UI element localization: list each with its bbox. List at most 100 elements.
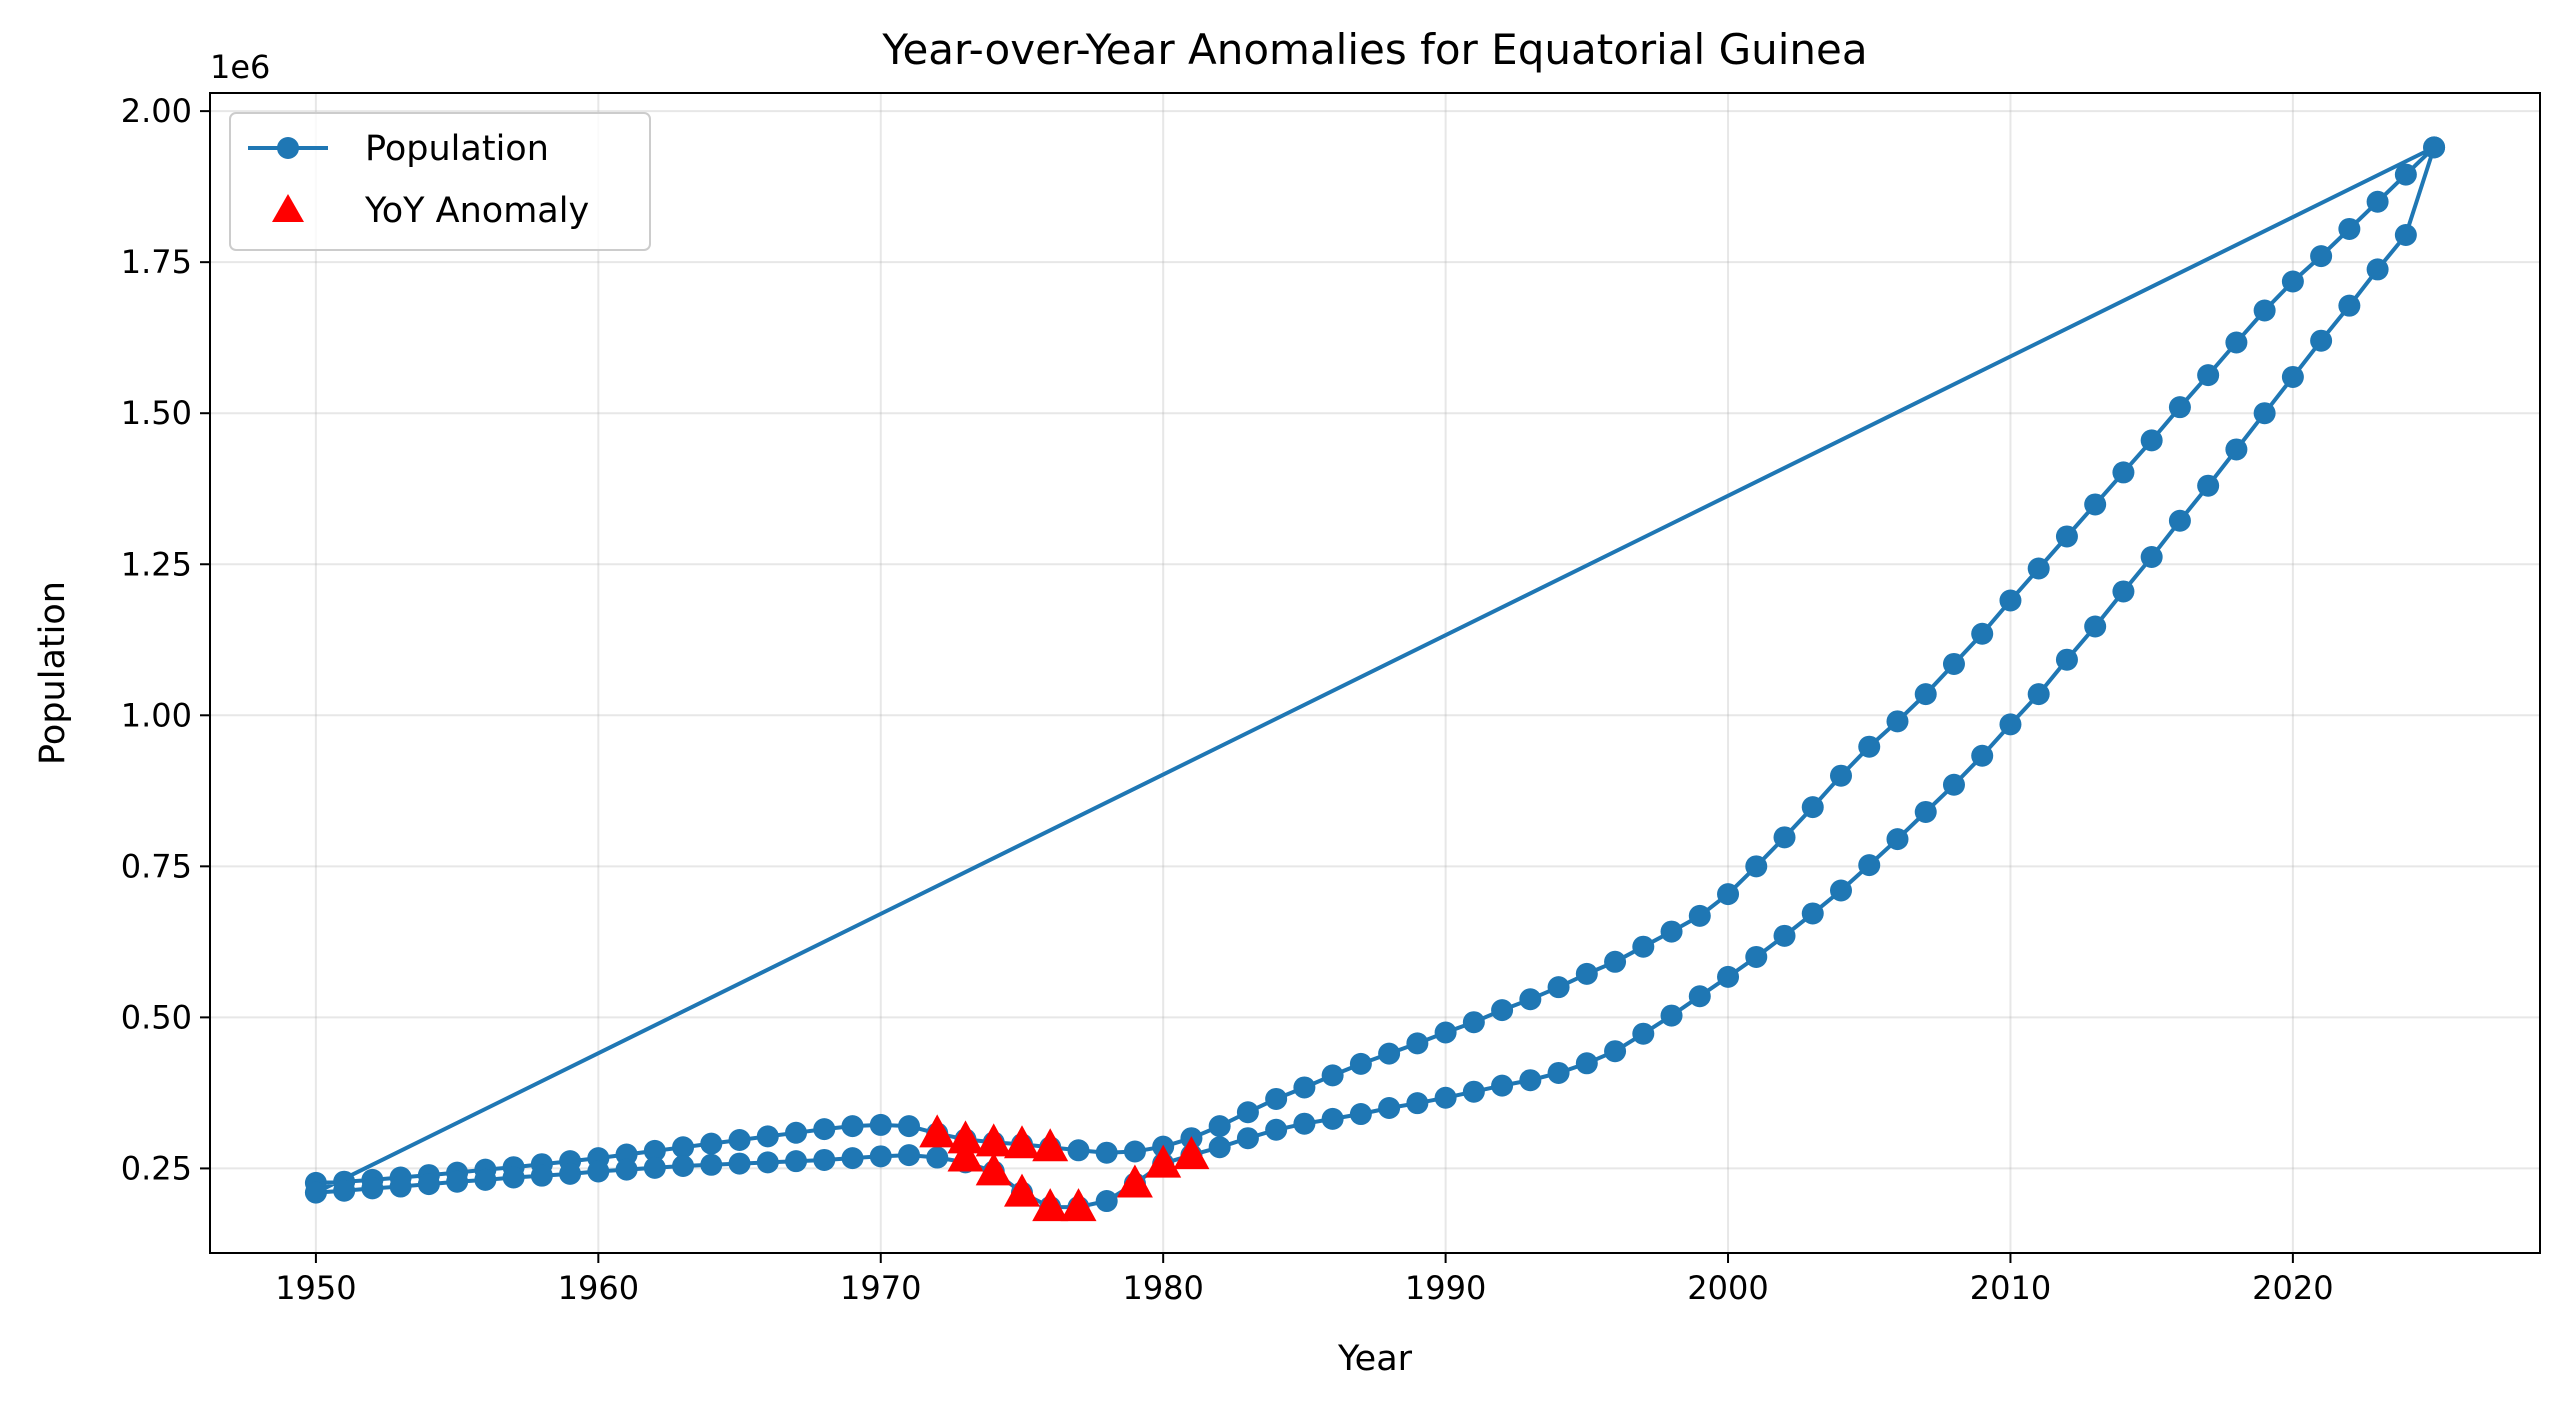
population-point [1660, 1004, 1683, 1027]
population-point [1886, 710, 1909, 733]
population-point [417, 1173, 440, 1196]
population-point [559, 1162, 582, 1185]
population-point [869, 1113, 892, 1136]
population-point [2394, 223, 2417, 246]
population-point [2225, 331, 2248, 354]
population-point [615, 1143, 638, 1166]
population-point [1462, 1011, 1485, 1034]
population-point [1434, 1021, 1457, 1044]
y-tick-label: 1.75 [121, 243, 192, 281]
anomaly-marker [1032, 1128, 1069, 1162]
y-tick-label: 0.50 [121, 998, 192, 1036]
population-point [1378, 1097, 1401, 1119]
population-point [2027, 683, 2050, 706]
population-point [1123, 1140, 1146, 1163]
population-point [2423, 136, 2446, 159]
population-point [1745, 945, 1768, 968]
population-point [530, 1164, 553, 1187]
population-point [2253, 299, 2276, 322]
population-point [1321, 1107, 1344, 1130]
population-point [1293, 1076, 1316, 1099]
population-point [2197, 364, 2220, 387]
population-point [2338, 217, 2361, 240]
population-point [1519, 1069, 1542, 1092]
y-axis-title: Population [33, 581, 73, 765]
population-point [841, 1147, 864, 1170]
population-point [2338, 294, 2361, 317]
anomaly-marker [1004, 1173, 1040, 1207]
y-tick-label: 1.50 [121, 394, 192, 432]
anomaly-marker [975, 1152, 1012, 1186]
population-point [2055, 525, 2078, 548]
population-point [643, 1139, 666, 1162]
population-point [1067, 1139, 1090, 1162]
population-point [389, 1175, 412, 1198]
population-point [1999, 589, 2022, 612]
y-tick-label: 0.75 [121, 847, 192, 885]
population-point [1604, 1040, 1627, 1063]
legend-population-label: Population [365, 129, 549, 169]
population-point [1349, 1103, 1372, 1126]
population-point [1095, 1190, 1118, 1213]
population-point [2112, 580, 2135, 603]
population-point [1293, 1112, 1316, 1135]
population-point [1265, 1118, 1288, 1141]
population-point [2055, 648, 2078, 671]
population-point [1208, 1136, 1231, 1159]
population-point [1604, 950, 1627, 973]
x-tick-label: 1970 [840, 1269, 921, 1307]
population-point [1434, 1086, 1457, 1109]
population-point [2366, 258, 2389, 281]
x-tick-label: 1990 [1405, 1269, 1486, 1307]
legend-anomaly-label: YoY Anomaly [364, 191, 589, 231]
population-point [1745, 855, 1768, 878]
y-tick-label: 1.00 [121, 696, 192, 734]
population-point [2084, 493, 2107, 516]
population-point [756, 1151, 779, 1174]
population-point [1971, 744, 1994, 767]
population-point [1999, 713, 2022, 736]
population-point [1717, 883, 1740, 906]
population-point [2281, 365, 2304, 388]
y-tick-label: 2.00 [121, 92, 192, 130]
anomaly-marker [1004, 1125, 1040, 1159]
y-tick-label: 1.25 [121, 545, 192, 583]
chart-title: Year-over-Year Anomalies for Equatorial … [881, 25, 1867, 74]
legend-population-marker [277, 137, 299, 159]
population-point [1575, 1052, 1598, 1075]
x-tick-label: 1950 [275, 1269, 356, 1307]
population-point [1801, 902, 1824, 925]
population-point [2112, 461, 2135, 484]
population-point [304, 1181, 327, 1204]
population-point [1914, 683, 1937, 706]
population-point [1688, 904, 1711, 927]
population-point [898, 1144, 920, 1167]
population-point [1406, 1032, 1429, 1055]
population-point [926, 1146, 949, 1169]
population-point [841, 1115, 864, 1138]
population-point [2310, 329, 2333, 352]
population-point [2253, 402, 2276, 425]
population-point [2168, 396, 2191, 419]
population-point [700, 1132, 723, 1155]
population-point [813, 1148, 836, 1171]
x-tick-label: 1960 [558, 1269, 639, 1307]
population-point [1801, 796, 1824, 819]
y-tick-label: 0.25 [121, 1149, 192, 1187]
population-point [1406, 1092, 1429, 1115]
population-point [1971, 622, 1994, 645]
population-point [672, 1136, 695, 1159]
population-point [1773, 826, 1796, 849]
population-point [1378, 1042, 1401, 1065]
plot-frame [209, 92, 2541, 1254]
anomaly-marker [947, 1138, 984, 1172]
population-point [1632, 1022, 1655, 1045]
population-point [2140, 429, 2163, 452]
population-point [1547, 976, 1570, 999]
population-point [1914, 800, 1937, 823]
population-point [1717, 965, 1740, 988]
population-point [1942, 652, 1965, 675]
population-point [785, 1121, 808, 1144]
population-point [361, 1177, 384, 1200]
